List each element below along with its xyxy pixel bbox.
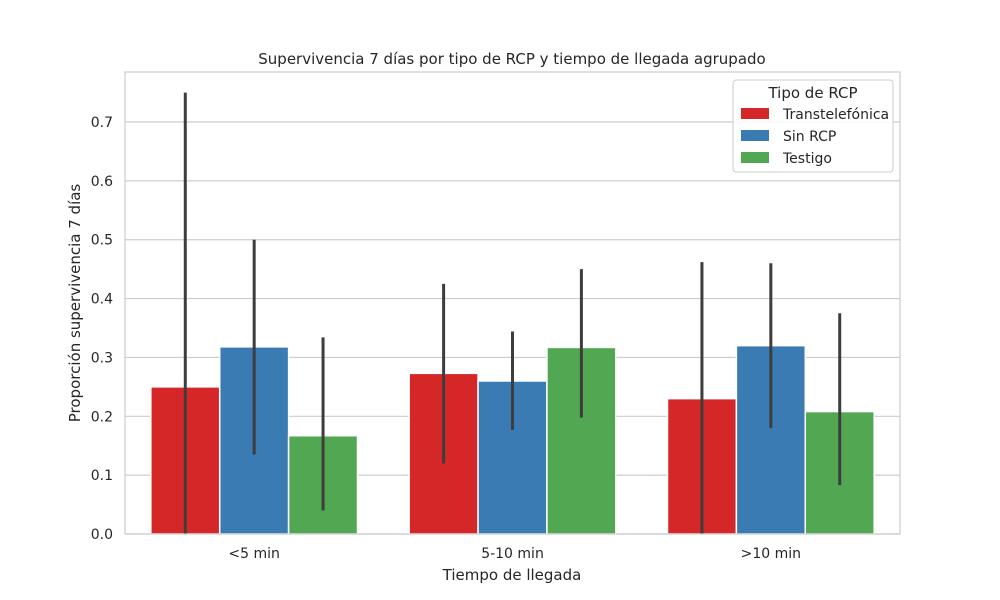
legend-label: Sin RCP [783, 129, 836, 145]
y-tick-label: 0.6 [91, 174, 113, 190]
legend-items: Transtelefónica Sin RCP Testigo [741, 107, 889, 167]
y-tick-label: 0.2 [91, 409, 113, 425]
error-bars [183, 92, 842, 534]
x-tick-label: <5 min [228, 546, 280, 562]
x-tick-label: >10 min [741, 546, 801, 562]
y-tick-label: 0.5 [91, 233, 113, 249]
y-axis-label: Proporción supervivencia 7 días [66, 184, 84, 423]
y-tick-label: 0.4 [91, 292, 113, 308]
legend-label: Testigo [782, 151, 832, 167]
plot-frame [124, 71, 901, 535]
x-axis-ticks: <5 min 5-10 min >10 min [228, 546, 801, 562]
y-tick-label: 0.7 [91, 115, 113, 131]
legend-swatch [741, 152, 769, 163]
x-tick-label: 5-10 min [481, 546, 544, 562]
legend-frame [732, 79, 894, 173]
chart-title: Supervivencia 7 días por tipo de RCP y t… [258, 50, 765, 68]
legend-label: Transtelefónica [782, 107, 889, 123]
legend-swatch [741, 130, 769, 141]
y-tick-label: 0.3 [91, 350, 113, 366]
y-axis-ticks: 0.0 0.1 0.2 0.3 0.4 0.5 0.6 0.7 [91, 115, 113, 543]
legend: Tipo de RCP Transtelefónica Sin RCP Testig… [732, 79, 894, 173]
legend-title: Tipo de RCP [767, 84, 857, 102]
legend-swatch [741, 108, 769, 119]
x-axis-label: Tiempo de llegada [442, 566, 582, 584]
y-tick-label: 0.0 [91, 527, 113, 543]
y-tick-label: 0.1 [91, 468, 113, 484]
